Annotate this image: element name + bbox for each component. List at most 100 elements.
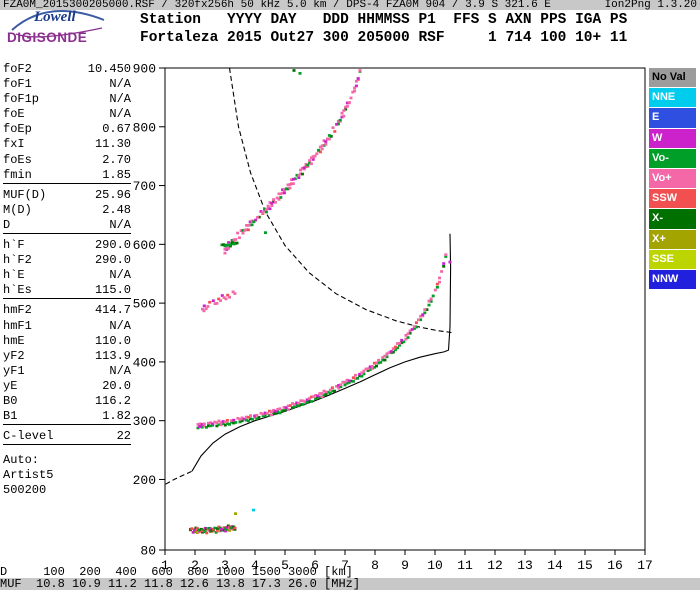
- legend-item-vo-: Vo+: [649, 168, 696, 189]
- legend-item-nnw: NNW: [649, 269, 696, 290]
- param-label: Auto:: [3, 453, 40, 468]
- param-value: 1.82: [102, 409, 131, 424]
- y-tick-label: 400: [133, 355, 156, 370]
- param-value: N/A: [109, 77, 131, 92]
- param-label: fmin: [3, 167, 32, 182]
- param-label: yE: [3, 378, 18, 393]
- ionogram-echo-points: [189, 69, 452, 535]
- logo-digisonde-text: DIGISONDE: [7, 30, 88, 45]
- param-label: h`F2: [3, 253, 32, 268]
- param-label: yF2: [3, 348, 25, 363]
- param-b0: B0 116.2: [3, 394, 131, 409]
- param-value: N/A: [109, 107, 131, 122]
- param-value: N/A: [109, 363, 131, 378]
- legend-item-x-: X-: [649, 209, 696, 229]
- param-value: 10.450: [87, 62, 131, 76]
- legend-item-e: E: [649, 108, 696, 128]
- muf-row: MUF 10.8 10.9 11.2 11.8 12.6 13.8 17.3 2…: [0, 578, 700, 590]
- param-label: foE: [3, 107, 25, 122]
- param-label: B0: [3, 393, 18, 408]
- param-h-f: h`F 290.0: [3, 238, 131, 253]
- parameter-readout-panel: foF2 10.450 foF1 N/A foF1p N/A foE N/A foEp 0.67 f…: [3, 62, 131, 499]
- param-auto-: Auto:: [3, 453, 131, 468]
- lowell-digisonde-logo: Lowell DIGISONDE: [6, 4, 112, 50]
- param-fmin: fmin 1.85: [3, 168, 131, 184]
- param-value: 22: [116, 429, 131, 444]
- profile-curves: [165, 67, 452, 485]
- param-value: 1.85: [102, 167, 131, 182]
- param-label: foF1p: [3, 92, 40, 107]
- param-hmf2: hmF2 414.7: [3, 303, 131, 318]
- y-tick-label: 300: [133, 414, 156, 429]
- legend-item-no-val: No Val: [649, 68, 696, 88]
- param-foe: foE N/A: [3, 107, 131, 122]
- file-info-text: FZA0M_2015300205000.RSF / 320fx256h 50 k…: [3, 0, 551, 11]
- param-artist5: Artist5: [3, 468, 131, 483]
- param-h-e: h`E N/A: [3, 268, 131, 283]
- doppler-direction-legend: No Val NNE E W Vo- Vo+ SSW X- X+ SSE NNW: [649, 68, 696, 290]
- param-label: C-level: [3, 429, 54, 444]
- logo-lowell-text: Lowell: [34, 9, 76, 25]
- param-value: N/A: [109, 92, 131, 107]
- param-value: N/A: [109, 268, 131, 283]
- param-value: 113.9: [94, 348, 131, 363]
- param-value: N/A: [109, 318, 131, 333]
- param-label: yF1: [3, 363, 25, 378]
- param-label: M(D): [3, 202, 32, 217]
- param-label: Artist5: [3, 468, 54, 483]
- param-value: 414.7: [94, 303, 131, 318]
- y-tick-label: 200: [133, 473, 156, 488]
- param-500200: 500200: [3, 483, 131, 498]
- param-label: 500200: [3, 483, 47, 498]
- station-header-row: Station YYYY DAY DDD HHMMSS P1 FFS S AXN…: [140, 12, 628, 28]
- param-label: foEs: [3, 152, 32, 167]
- param-hmf1: hmF1 N/A: [3, 319, 131, 334]
- y-tick-label: 500: [133, 297, 156, 312]
- param-label: h`Es: [3, 283, 32, 298]
- legend-item-ssw: SSW: [649, 189, 696, 209]
- param-label: h`E: [3, 268, 25, 283]
- param-fof1p: foF1p N/A: [3, 92, 131, 107]
- param-yf1: yF1 N/A: [3, 364, 131, 379]
- param-value: 115.0: [94, 283, 131, 298]
- param-label: B1: [3, 409, 18, 424]
- param-value: N/A: [109, 217, 131, 232]
- file-info-row: FZA0M_2015300205000.RSF / 320fx256h 50 k…: [0, 0, 700, 11]
- y-tick-label: 80: [140, 544, 156, 559]
- param-value: 110.0: [94, 333, 131, 348]
- legend-item-vo-: Vo-: [649, 148, 696, 168]
- param-value: 116.2: [94, 393, 131, 408]
- param-foes: foEs 2.70: [3, 153, 131, 168]
- y-tick-label: 700: [133, 179, 156, 194]
- legend-item-x-: X+: [649, 229, 696, 249]
- y-tick-label: 900: [133, 62, 156, 77]
- param-value: 11.30: [94, 137, 131, 152]
- param-c-level: C-level 22: [3, 429, 131, 446]
- param-value: 20.0: [102, 378, 131, 393]
- param-fof1: foF1 N/A: [3, 77, 131, 92]
- logo-swoosh-icon: [11, 10, 105, 38]
- param-value: 2.48: [102, 202, 131, 217]
- param-label: foF2: [3, 62, 32, 76]
- param-label: MUF(D): [3, 187, 47, 202]
- legend-item-nne: NNE: [649, 88, 696, 108]
- param-m-d-: M(D) 2.48: [3, 203, 131, 218]
- param-label: hmE: [3, 333, 25, 348]
- param-label: h`F: [3, 238, 25, 253]
- param-label: D: [3, 217, 11, 232]
- param-foep: foEp 0.67: [3, 122, 131, 137]
- param-value: 0.67: [102, 122, 131, 137]
- y-tick-label: 600: [133, 238, 156, 253]
- param-ye: yE 20.0: [3, 379, 131, 394]
- param-value: 25.96: [94, 187, 131, 202]
- param-d: D N/A: [3, 217, 131, 235]
- software-version-text: Ion2Png 1.3.20: [604, 0, 697, 11]
- y-tick-label: 800: [133, 120, 156, 135]
- param-yf2: yF2 113.9: [3, 349, 131, 364]
- legend-item-sse: SSE: [649, 249, 696, 269]
- param-value: 290.0: [94, 238, 131, 253]
- param-b1: B1 1.82: [3, 409, 131, 426]
- param-label: foF1: [3, 77, 32, 92]
